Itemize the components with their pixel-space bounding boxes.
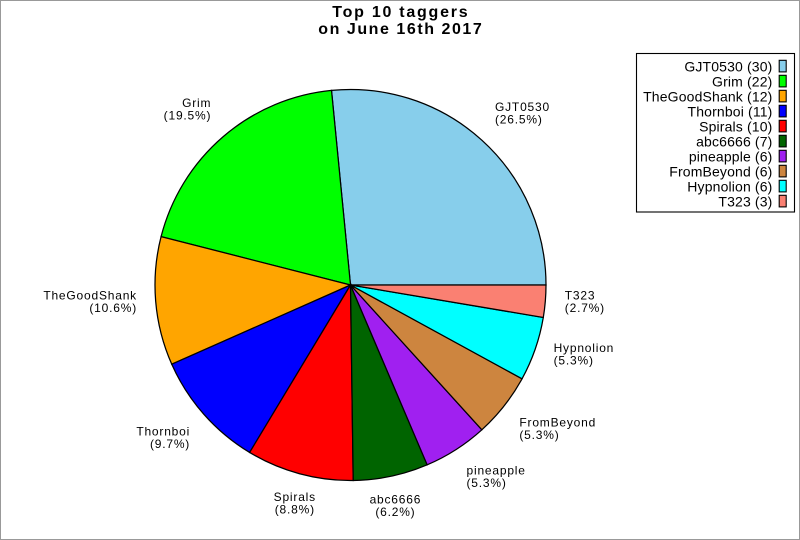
svg-text:Thornboi (11): Thornboi (11)	[688, 104, 773, 120]
svg-text:abc6666 (7): abc6666 (7)	[696, 134, 772, 150]
svg-text:Spirals: Spirals	[274, 490, 316, 504]
svg-text:Top 10 taggers: Top 10 taggers	[332, 4, 469, 21]
svg-text:(8.8%): (8.8%)	[275, 502, 315, 516]
svg-text:Hypnolion (6): Hypnolion (6)	[687, 179, 772, 195]
svg-text:Grim: Grim	[182, 96, 211, 110]
svg-text:FromBeyond (6): FromBeyond (6)	[669, 164, 772, 180]
svg-text:(9.7%): (9.7%)	[150, 437, 190, 451]
svg-text:abc6666: abc6666	[370, 493, 422, 507]
svg-text:(5.3%): (5.3%)	[554, 354, 594, 368]
svg-text:GJT0530 (30): GJT0530 (30)	[684, 59, 772, 75]
svg-text:(5.3%): (5.3%)	[467, 476, 507, 490]
svg-text:(2.7%): (2.7%)	[565, 301, 605, 315]
svg-text:TheGoodShank: TheGoodShank	[43, 289, 137, 303]
svg-text:TheGoodShank (12): TheGoodShank (12)	[643, 89, 772, 105]
svg-text:T323 (3): T323 (3)	[718, 194, 772, 210]
svg-text:Thornboi: Thornboi	[136, 425, 190, 439]
svg-text:pineapple: pineapple	[467, 463, 526, 477]
svg-text:FromBeyond: FromBeyond	[519, 415, 596, 429]
svg-text:(19.5%): (19.5%)	[164, 109, 212, 123]
svg-text:pineapple (6): pineapple (6)	[689, 149, 773, 165]
svg-text:T323: T323	[565, 289, 596, 303]
svg-text:(6.2%): (6.2%)	[375, 505, 415, 519]
svg-text:(26.5%): (26.5%)	[495, 113, 543, 127]
svg-text:on June 16th 2017: on June 16th 2017	[318, 21, 483, 38]
svg-text:(10.6%): (10.6%)	[89, 301, 137, 315]
svg-text:(5.3%): (5.3%)	[519, 428, 559, 442]
svg-text:Hypnolion: Hypnolion	[554, 341, 615, 355]
svg-text:GJT0530: GJT0530	[495, 100, 550, 114]
svg-text:Grim (22): Grim (22)	[712, 74, 772, 90]
svg-text:Spirals (10): Spirals (10)	[699, 119, 772, 135]
